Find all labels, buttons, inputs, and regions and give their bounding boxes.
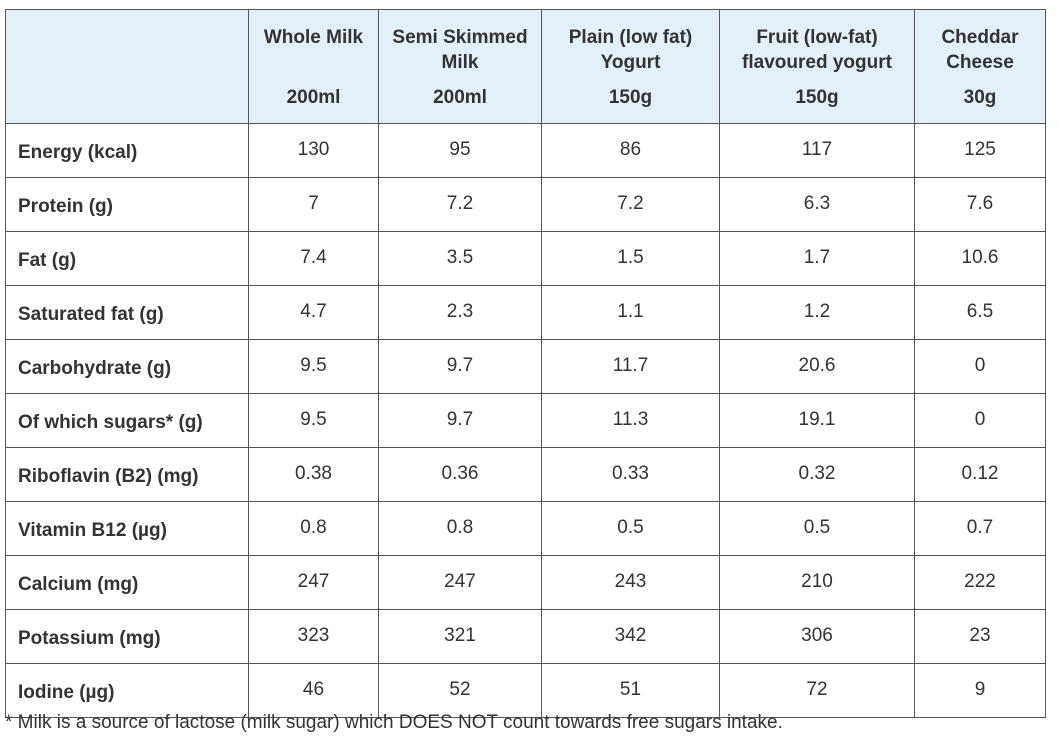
column-unit: 30g: [963, 87, 997, 108]
table-cell: 1.2: [719, 285, 915, 340]
table-cell: 86: [541, 123, 720, 178]
table-row: Calcium (mg) 247 247 243 210 222: [5, 555, 1046, 610]
table-header: Whole Milk 200ml Semi Skimmed Milk 200ml…: [5, 9, 1046, 124]
footnote: * Milk is a source of lactose (milk suga…: [5, 712, 783, 733]
table-cell: 11.7: [541, 339, 720, 394]
row-label: Saturated fat (g): [5, 285, 249, 340]
table-cell: 247: [248, 555, 379, 610]
table-row: Iodine (µg) 46 52 51 72 9: [5, 663, 1046, 718]
table-cell: 0.12: [914, 447, 1046, 502]
table-cell: 3.5: [378, 231, 542, 286]
table-cell: 6.5: [914, 285, 1046, 340]
column-header: Plain (low fat) Yogurt 150g: [541, 9, 720, 124]
table-cell: 210: [719, 555, 915, 610]
table-cell: 7.2: [378, 177, 542, 232]
column-name: Fruit (low-fat) flavoured yogurt: [742, 27, 892, 73]
header-row: Whole Milk 200ml Semi Skimmed Milk 200ml…: [5, 9, 1046, 124]
table-cell: 10.6: [914, 231, 1046, 286]
table-cell: 7: [248, 177, 379, 232]
table-cell: 323: [248, 609, 379, 664]
table-cell: 9.7: [378, 393, 542, 448]
table-row: Of which sugars* (g) 9.5 9.7 11.3 19.1 0: [5, 393, 1046, 448]
column-name: Cheddar Cheese: [941, 27, 1019, 73]
column-header: Fruit (low-fat) flavoured yogurt 150g: [719, 9, 915, 124]
column-name: Plain (low fat) Yogurt: [568, 27, 693, 73]
table-cell: 130: [248, 123, 379, 178]
column-unit: 150g: [608, 87, 653, 108]
table-cell: 0.5: [719, 501, 915, 556]
table-cell: 11.3: [541, 393, 720, 448]
table-row: Carbohydrate (g) 9.5 9.7 11.7 20.6 0: [5, 339, 1046, 394]
row-label: Energy (kcal): [5, 123, 249, 178]
table-cell: 19.1: [719, 393, 915, 448]
column-header: Whole Milk 200ml: [248, 9, 379, 124]
nutrition-table: Whole Milk 200ml Semi Skimmed Milk 200ml…: [5, 9, 1046, 718]
table-row: Riboflavin (B2) (mg) 0.38 0.36 0.33 0.32 0.12: [5, 447, 1046, 502]
table-cell: 4.7: [248, 285, 379, 340]
table-cell: 9.5: [248, 339, 379, 394]
table-cell: 247: [378, 555, 542, 610]
table-cell: 1.7: [719, 231, 915, 286]
table-cell: 0: [914, 339, 1046, 394]
table-row: Potassium (mg) 323 321 342 306 23: [5, 609, 1046, 664]
column-name: Whole Milk: [263, 27, 364, 48]
table-row: Saturated fat (g) 4.7 2.3 1.1 1.2 6.5: [5, 285, 1046, 340]
table-cell: 23: [914, 609, 1046, 664]
table-body: Energy (kcal) 130 95 86 117 125 Protein (g) 7 7.…: [5, 123, 1046, 718]
table-cell: 9: [914, 663, 1046, 718]
table-cell: 222: [914, 555, 1046, 610]
table-cell: 7.4: [248, 231, 379, 286]
table-cell: 1.1: [541, 285, 720, 340]
table-cell: 117: [719, 123, 915, 178]
table-row: Protein (g) 7 7.2 7.2 6.3 7.6: [5, 177, 1046, 232]
table-cell: 0.33: [541, 447, 720, 502]
table-cell: 6.3: [719, 177, 915, 232]
table-cell: 7.2: [541, 177, 720, 232]
table-cell: 9.7: [378, 339, 542, 394]
table-row: Vitamin B12 (µg) 0.8 0.8 0.5 0.5 0.7: [5, 501, 1046, 556]
table-cell: 125: [914, 123, 1046, 178]
table-cell: 72: [719, 663, 915, 718]
table-cell: 1.5: [541, 231, 720, 286]
table-cell: 0.7: [914, 501, 1046, 556]
row-label: Of which sugars* (g): [5, 393, 249, 448]
table-cell: 0.38: [248, 447, 379, 502]
row-label: Protein (g): [5, 177, 249, 232]
table-cell: 321: [378, 609, 542, 664]
table-cell: 243: [541, 555, 720, 610]
table-cell: 0: [914, 393, 1046, 448]
table-cell: 20.6: [719, 339, 915, 394]
table-cell: 0.8: [378, 501, 542, 556]
column-unit: 150g: [795, 87, 839, 108]
table-cell: 0.32: [719, 447, 915, 502]
table-row: Energy (kcal) 130 95 86 117 125: [5, 123, 1046, 178]
table-row: Fat (g) 7.4 3.5 1.5 1.7 10.6: [5, 231, 1046, 286]
row-label: Vitamin B12 (µg): [5, 501, 249, 556]
table-cell: 95: [378, 123, 542, 178]
column-unit: 200ml: [433, 87, 487, 108]
table-cell: 51: [541, 663, 720, 718]
table-cell: 342: [541, 609, 720, 664]
table-cell: 7.6: [914, 177, 1046, 232]
header-corner-cell: [5, 9, 249, 124]
table-cell: 0.8: [248, 501, 379, 556]
column-unit: 200ml: [286, 87, 341, 108]
row-label: Iodine (µg): [5, 663, 249, 718]
row-label: Calcium (mg): [5, 555, 249, 610]
table-cell: 46: [248, 663, 379, 718]
table-cell: 0.5: [541, 501, 720, 556]
row-label: Carbohydrate (g): [5, 339, 249, 394]
column-header: Semi Skimmed Milk 200ml: [378, 9, 542, 124]
row-label: Fat (g): [5, 231, 249, 286]
column-header: Cheddar Cheese 30g: [914, 9, 1046, 124]
table-cell: 2.3: [378, 285, 542, 340]
column-name: Semi Skimmed Milk: [392, 27, 528, 73]
table-cell: 9.5: [248, 393, 379, 448]
row-label: Riboflavin (B2) (mg): [5, 447, 249, 502]
table-cell: 0.36: [378, 447, 542, 502]
row-label: Potassium (mg): [5, 609, 249, 664]
table-cell: 306: [719, 609, 915, 664]
table-cell: 52: [378, 663, 542, 718]
